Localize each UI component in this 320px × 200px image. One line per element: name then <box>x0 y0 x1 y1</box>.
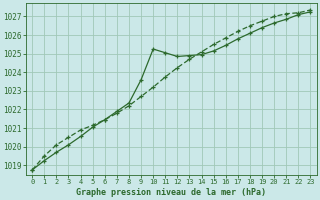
X-axis label: Graphe pression niveau de la mer (hPa): Graphe pression niveau de la mer (hPa) <box>76 188 266 197</box>
